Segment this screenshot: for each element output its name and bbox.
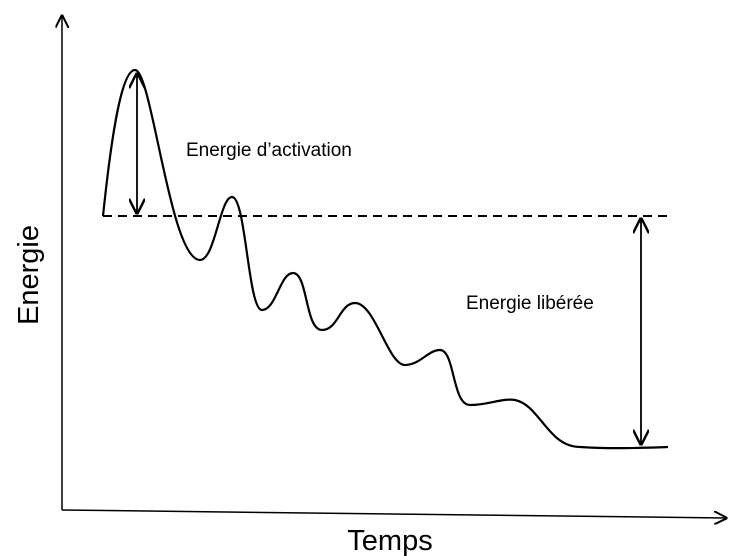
annotation: Energie libérée: [466, 293, 594, 314]
annotation: Energie d’activation: [186, 140, 352, 161]
energy-curve: [101, 68, 669, 450]
y-axis-label: Energie: [13, 225, 45, 325]
x-axis: [61, 509, 726, 518]
x-axis-label: Temps: [347, 525, 432, 556]
